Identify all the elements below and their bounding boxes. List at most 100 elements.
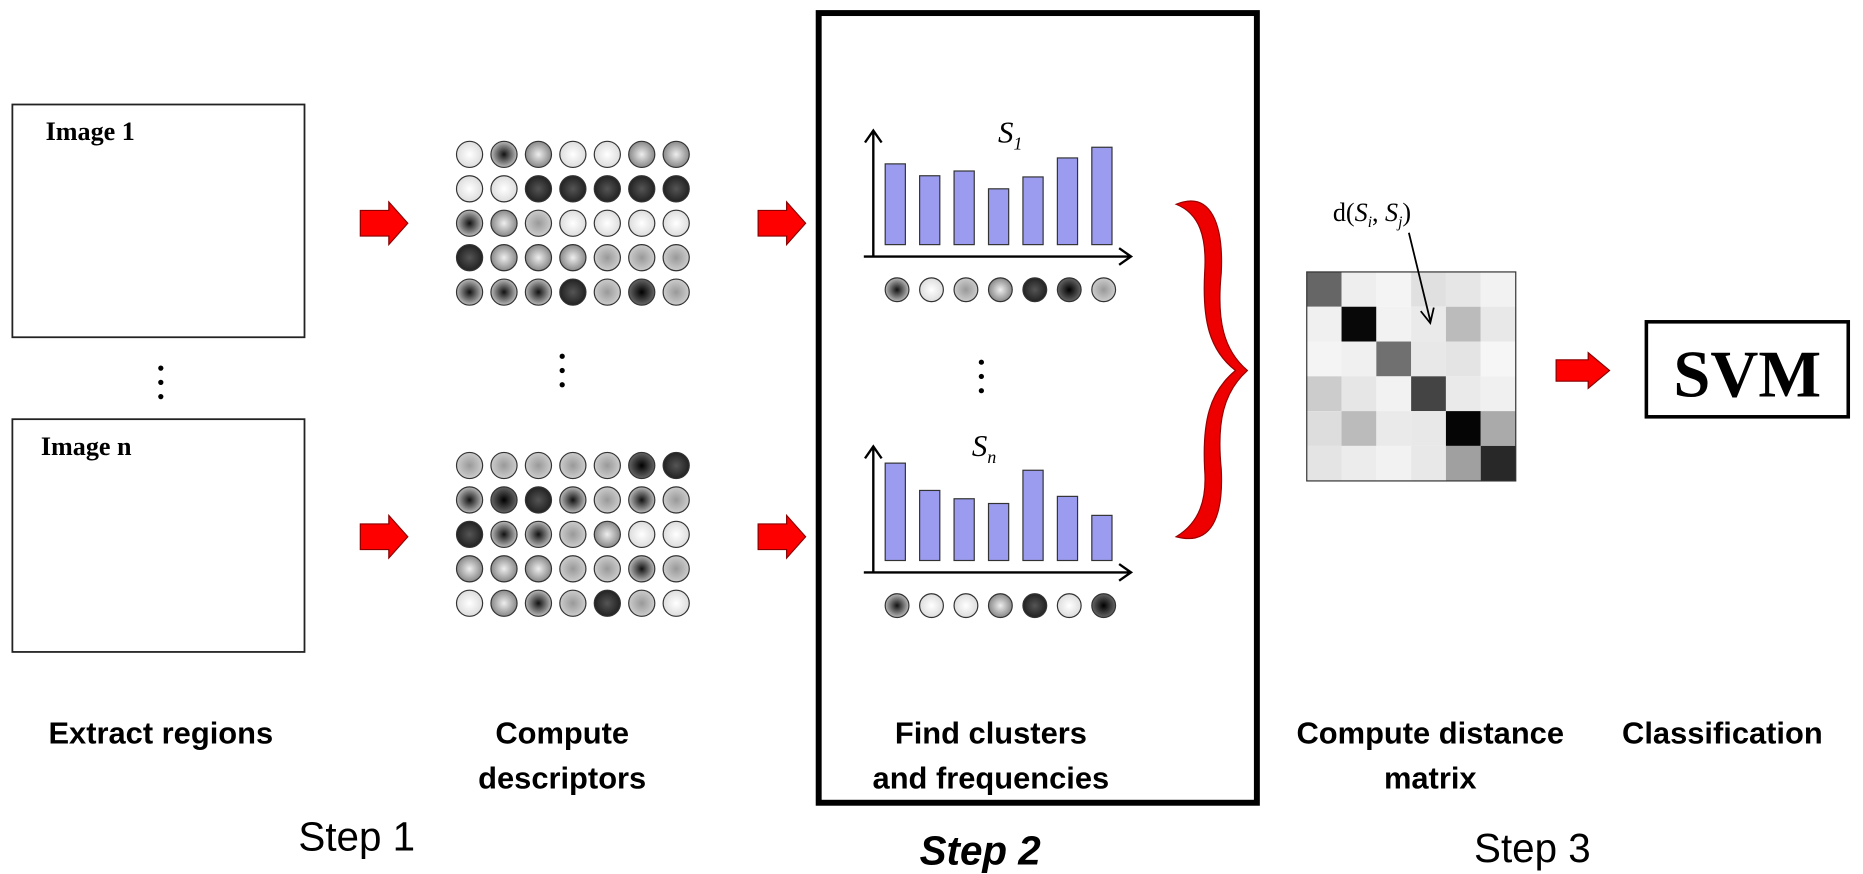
descriptor [594,590,620,616]
cluster-center [954,278,978,302]
stage-label: Find clusters [895,715,1087,750]
matrix-cell [1446,342,1481,377]
matrix-cell [1376,307,1411,342]
step-label: Step 2 [920,828,1042,874]
hist-bar [1023,177,1043,245]
hist-bar [1023,470,1043,560]
descriptor [560,521,586,547]
step-label: Step 3 [1474,825,1591,871]
descriptor [560,556,586,582]
matrix-cell [1307,376,1342,411]
hist-bar [1092,515,1112,560]
matrix-cell [1446,376,1481,411]
descriptor [491,210,517,236]
hist-bar [1057,158,1077,245]
descriptor [491,176,517,202]
descriptor [525,556,551,582]
image-label: Image 1 [46,117,135,146]
ellipsis-dot [158,366,163,371]
descriptor [560,245,586,271]
image-label: Image n [41,432,132,461]
diagram: Image 1 Image n S1 Sn d(Si, Sj) SVM Extr… [0,0,1863,874]
matrix-cell [1342,307,1377,342]
descriptor [594,141,620,167]
red-arrow [758,202,806,245]
matrix-cell [1376,376,1411,411]
descriptor [629,487,655,513]
descriptor [457,487,483,513]
matrix-cell [1376,272,1411,307]
descriptor [491,590,517,616]
step2-box [819,13,1257,803]
descriptor [629,279,655,305]
cluster-center [1092,278,1116,302]
stage-label: and frequencies [873,761,1110,796]
descriptor [560,279,586,305]
ellipsis-dot [158,394,163,399]
matrix-cell [1446,307,1481,342]
ellipsis-dot [979,360,984,365]
ellipsis-dot [560,368,565,373]
descriptor [629,245,655,271]
descriptor [560,590,586,616]
matrix-cell [1307,272,1342,307]
descriptor [525,452,551,478]
stage-label: Compute distance [1297,715,1565,750]
image-panel: Image 1 Image n [12,105,304,652]
descriptor [560,452,586,478]
hist-bar [920,176,940,245]
ellipsis-dot [158,380,163,385]
matrix-cell [1376,411,1411,446]
descriptor [629,452,655,478]
ellipsis-dot [560,382,565,387]
descriptor [525,521,551,547]
descriptor [491,487,517,513]
hist-bar [920,490,940,560]
descriptor [663,556,689,582]
svm-label: SVM [1673,339,1821,412]
descriptor [594,556,620,582]
cluster-center [989,594,1013,618]
cluster-center [885,278,909,302]
cluster-center [954,594,978,618]
descriptor [491,556,517,582]
hist-bar [1057,496,1077,560]
descriptor [594,487,620,513]
descriptor [594,210,620,236]
descriptor [663,590,689,616]
matrix-cell [1411,411,1446,446]
hist-bar [954,171,974,245]
descriptor [629,521,655,547]
matrix-cell [1481,307,1516,342]
matrix-cell [1342,376,1377,411]
descriptor [629,141,655,167]
red-arrow [360,515,408,558]
cluster-center [1057,594,1081,618]
red-arrow [1556,353,1609,389]
descriptor [491,279,517,305]
ellipsis-dot [979,388,984,393]
matrix-cell [1342,272,1377,307]
descriptor [663,452,689,478]
stage-label: Classification [1622,715,1823,750]
descriptor [560,487,586,513]
cluster-center [1057,278,1081,302]
matrix-cell [1446,411,1481,446]
step-label: Step 1 [298,813,415,859]
descriptor [594,279,620,305]
descriptor [594,176,620,202]
descriptor [457,521,483,547]
matrix-cell [1307,307,1342,342]
matrix-cell [1376,342,1411,377]
descriptor [594,452,620,478]
matrix-cell [1481,376,1516,411]
hist-label: Sn [972,428,996,467]
matrix-cell [1481,272,1516,307]
ellipsis-dot [979,374,984,379]
hist-label: S1 [998,115,1022,154]
descriptor [629,556,655,582]
hist-bar [989,504,1009,561]
descriptor [491,245,517,271]
descriptor [525,590,551,616]
descriptor [457,176,483,202]
